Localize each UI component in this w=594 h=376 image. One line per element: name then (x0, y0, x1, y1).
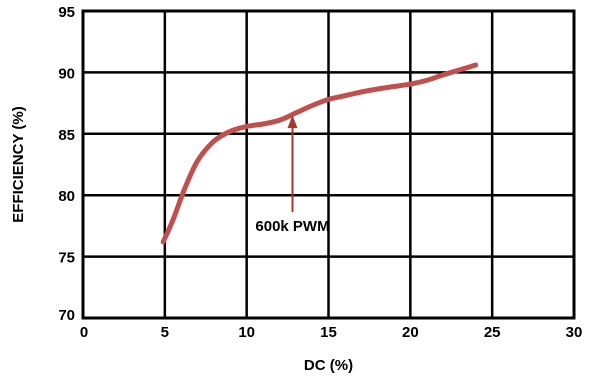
y-tick-label: 75 (58, 250, 75, 267)
tick-labels: 0 5 10 15 20 25 30 70 75 80 85 90 95 (58, 4, 582, 341)
x-tick-label: 25 (484, 324, 501, 341)
y-tick-label: 95 (58, 4, 75, 21)
y-tick-label: 90 (58, 65, 75, 82)
annotation-label: 600k PWM (255, 218, 329, 235)
x-tick-label: 10 (238, 324, 255, 341)
y-tick-label: 80 (58, 188, 75, 205)
y-axis-title: EFFICIENCY (%) (10, 106, 27, 222)
x-tick-label: 0 (80, 324, 88, 341)
plot-frame (81, 9, 576, 320)
x-tick-label: 15 (320, 324, 337, 341)
efficiency-series-line (160, 62, 479, 245)
x-tick-label: 20 (402, 324, 419, 341)
x-tick-label: 30 (566, 324, 583, 341)
y-tick-label: 85 (58, 127, 75, 144)
x-tick-label: 5 (161, 324, 169, 341)
grid-lines (83, 11, 574, 318)
x-axis-title: DC (%) (304, 357, 353, 374)
annotation-arrow-head (287, 115, 298, 129)
y-tick-label: 70 (58, 307, 75, 324)
